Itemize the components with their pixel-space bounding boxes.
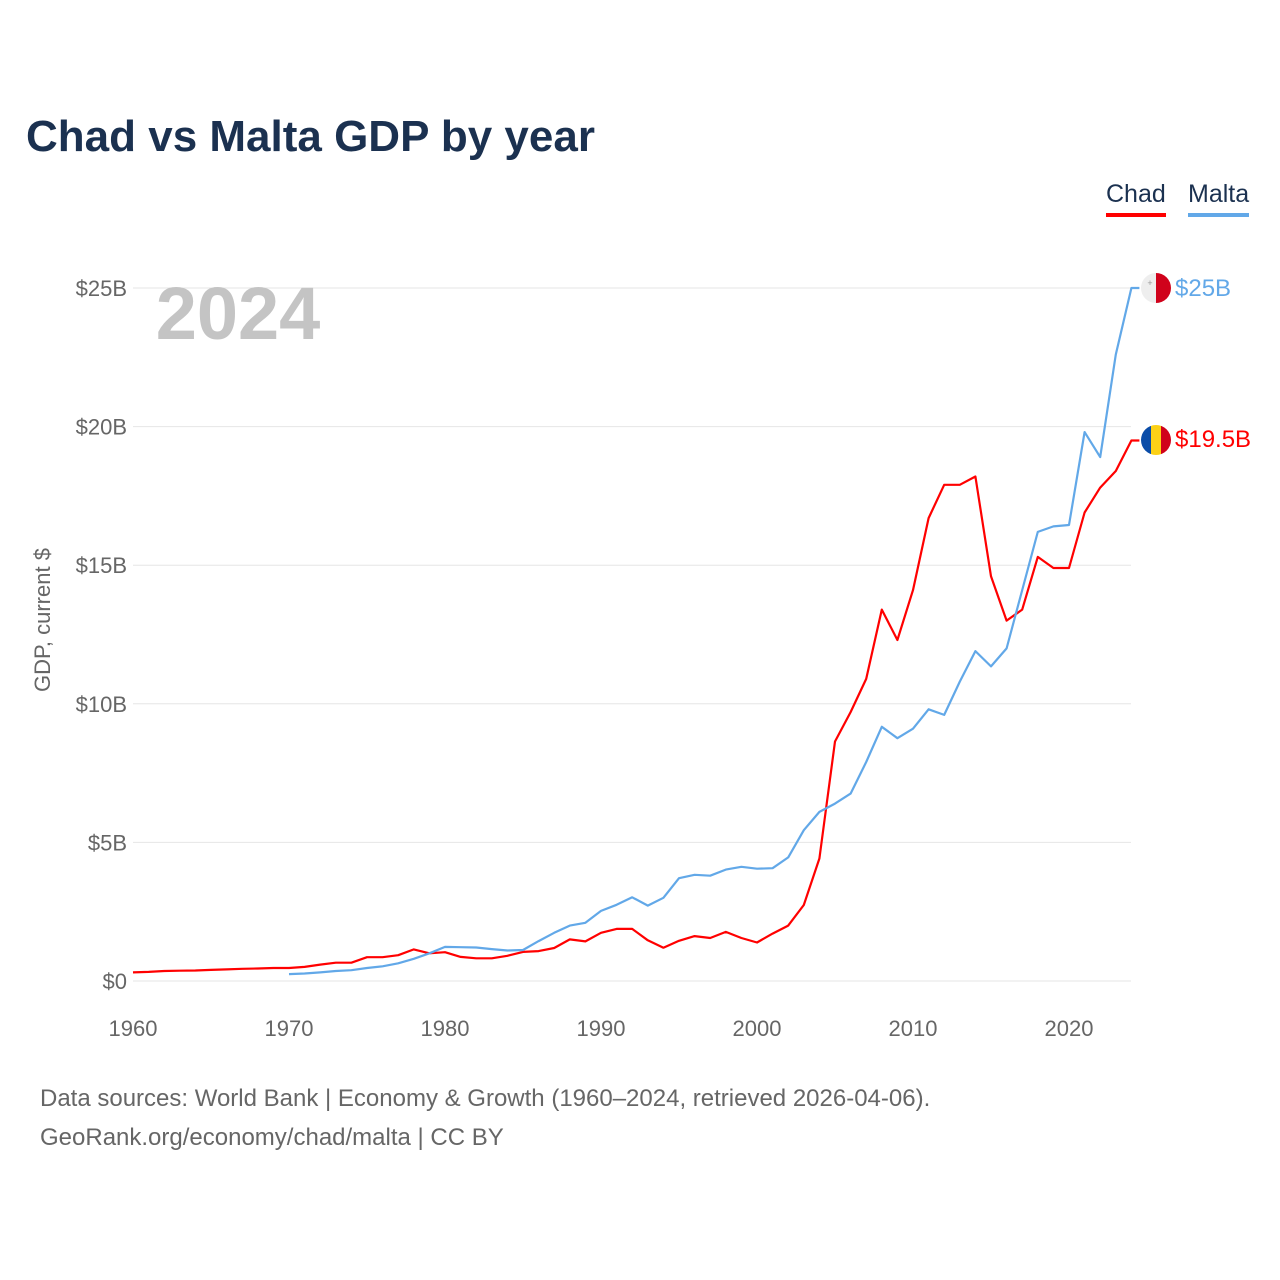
y-tick-label: $10B <box>76 692 127 717</box>
x-tick-label: 1970 <box>265 1016 314 1041</box>
malta-end-label: $25B <box>1175 275 1231 302</box>
chad-flag-icon <box>1141 425 1171 455</box>
legend-malta[interactable]: Malta <box>1188 180 1250 217</box>
y-tick-label: $20B <box>76 415 127 440</box>
legend-chad[interactable]: Chad <box>1106 180 1166 217</box>
x-tick-label: 1990 <box>577 1016 626 1041</box>
year-watermark: 2024 <box>156 272 321 355</box>
chad-end-label: $19.5B <box>1175 426 1251 453</box>
svg-text:+: + <box>1147 278 1152 288</box>
source-link[interactable]: GeoRank.org/economy/chad/malta | CC BY <box>40 1124 504 1151</box>
x-tick-label: 2020 <box>1045 1016 1094 1041</box>
malta-flag-icon: + <box>1141 273 1171 303</box>
y-tick-label: $15B <box>76 553 127 578</box>
x-tick-label: 1980 <box>421 1016 470 1041</box>
chart-title: Chad vs Malta GDP by year <box>26 112 595 161</box>
y-tick-label: $0 <box>103 969 127 994</box>
series-line-malta <box>288 286 1140 976</box>
series-line-chad <box>132 439 1140 974</box>
x-tick-label: 2010 <box>889 1016 938 1041</box>
x-tick-label: 1960 <box>109 1016 158 1041</box>
y-tick-label: $5B <box>88 830 127 855</box>
x-tick-label: 2000 <box>733 1016 782 1041</box>
y-axis-label: GDP, current $ <box>30 548 55 692</box>
y-tick-label: $25B <box>76 276 127 301</box>
source-text: Data sources: World Bank | Economy & Gro… <box>40 1085 931 1112</box>
